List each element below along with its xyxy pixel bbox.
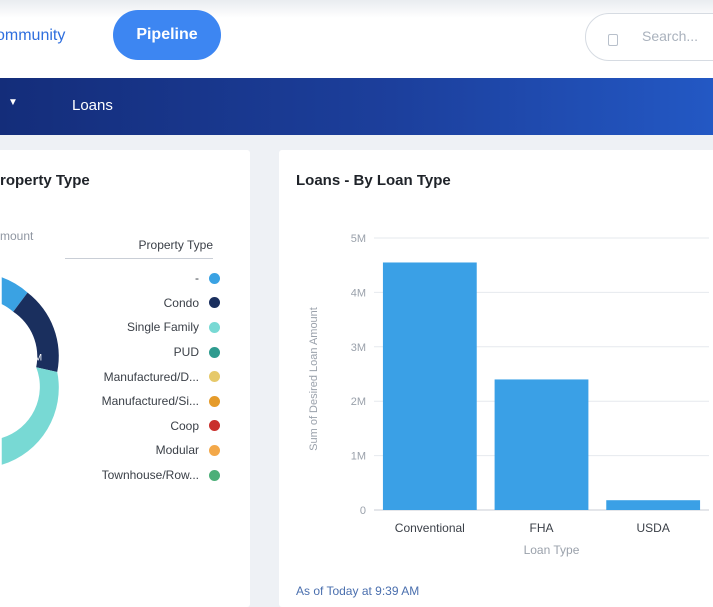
search-input[interactable] — [642, 28, 713, 44]
legend-item[interactable]: Manufactured/Si... — [60, 389, 220, 414]
legend-label: PUD — [173, 345, 199, 360]
legend-swatch — [209, 346, 220, 358]
property-type-donut: 1.6M — [1, 277, 59, 465]
loans-bar-chart: 0 1M 2M 3M 4M 5M Conventional FHA USDA Loan Type S… — [308, 233, 709, 557]
legend-item[interactable]: - — [60, 266, 220, 291]
legend-label: Modular — [155, 443, 199, 458]
property-type-title: roperty Type — [0, 172, 90, 189]
legend-swatch — [209, 272, 220, 284]
legend-label: Coop — [170, 418, 199, 433]
property-type-legend: - Condo Single Family PUD Manufactured/D... M… — [60, 266, 220, 487]
legend-item[interactable]: Coop — [60, 414, 220, 439]
legend-swatch — [209, 297, 220, 309]
nav-pipeline-tab[interactable]: Pipeline — [113, 10, 221, 60]
y-axis-label: Sum of Desired Loan Amount — [308, 307, 320, 451]
y-tick-label: 2M — [351, 396, 366, 408]
bar[interactable] — [494, 379, 589, 510]
legend-swatch — [209, 469, 220, 481]
x-tick-label: Conventional — [395, 521, 465, 535]
legend-swatch — [209, 371, 220, 383]
legend-swatch — [209, 420, 220, 432]
legend-label: Single Family — [126, 320, 199, 335]
search-icon — [608, 34, 618, 46]
timestamp: As of Today at 9:39 AM — [296, 584, 420, 598]
chevron-down-icon[interactable]: ▼ — [8, 97, 18, 108]
legend-item[interactable]: Manufactured/D... — [60, 364, 220, 389]
legend-label: Townhouse/Row... — [101, 468, 199, 483]
nav-community-tab[interactable]: ommunity — [0, 27, 66, 44]
top-header: ommunity Pipeline — [0, 0, 713, 78]
legend-item[interactable]: Modular — [60, 438, 220, 463]
legend-label: Condo — [163, 295, 199, 310]
bar[interactable] — [382, 262, 477, 510]
legend-label: Manufactured/Si... — [101, 394, 199, 409]
legend-heading: Property Type — [65, 238, 213, 259]
donut-slice-condo[interactable] — [13, 292, 59, 372]
legend-swatch — [209, 321, 220, 333]
x-tick-label: USDA — [636, 521, 669, 535]
y-tick-label: 3M — [351, 342, 366, 354]
donut-slice-blank[interactable] — [1, 277, 28, 312]
y-tick-label: 1M — [351, 451, 366, 463]
legend-item[interactable]: PUD — [60, 340, 220, 365]
donut-measure-label: mount — [0, 229, 34, 243]
y-tick-label: 4M — [351, 287, 366, 299]
app-navbar: ▼ Loans — [0, 78, 713, 135]
bar-chart-title: Loans - By Loan Type — [296, 172, 451, 189]
bar[interactable] — [606, 500, 701, 510]
donut-slice-single-family[interactable] — [1, 367, 59, 465]
search-box[interactable] — [585, 13, 713, 61]
donut-value-label: 1.6M — [21, 353, 42, 364]
y-tick-label: 0 — [360, 505, 366, 517]
x-tick-label: FHA — [530, 521, 554, 535]
y-tick-label: 5M — [351, 233, 366, 245]
legend-item[interactable]: Condo — [60, 291, 220, 316]
legend-item[interactable]: Townhouse/Row... — [60, 463, 220, 488]
legend-item[interactable]: Single Family — [60, 315, 220, 340]
x-axis-label: Loan Type — [524, 543, 580, 557]
legend-label: - — [195, 271, 199, 286]
loans-by-type-card: Loans - By Loan Type 0 1M 2M 3M 4M 5M Conventi… — [279, 150, 713, 607]
legend-label: Manufactured/D... — [103, 369, 199, 384]
legend-swatch — [209, 444, 220, 456]
nav-item-loans[interactable]: Loans — [72, 97, 113, 114]
legend-swatch — [209, 395, 220, 407]
